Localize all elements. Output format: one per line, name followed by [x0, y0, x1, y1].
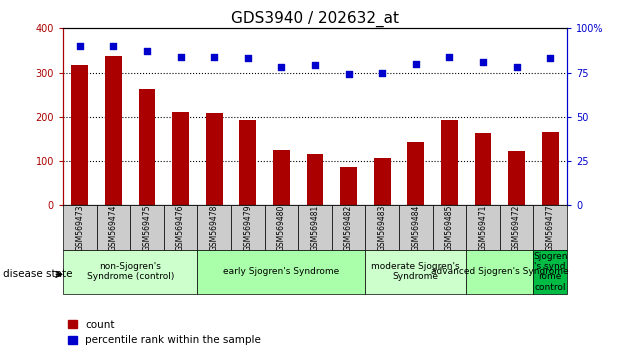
Text: GSM569485: GSM569485	[445, 204, 454, 251]
Bar	[399, 205, 433, 250]
Text: advanced Sjogren's Syndrome: advanced Sjogren's Syndrome	[431, 267, 569, 276]
Bar	[197, 205, 231, 250]
Bar	[466, 250, 534, 294]
Text: moderate Sjogren's
Syndrome: moderate Sjogren's Syndrome	[372, 262, 460, 281]
Bar	[542, 132, 559, 205]
Title: GDS3940 / 202632_at: GDS3940 / 202632_at	[231, 11, 399, 27]
Bar	[365, 250, 466, 294]
Text: GSM569472: GSM569472	[512, 204, 521, 251]
Bar	[105, 56, 122, 205]
Bar	[365, 205, 399, 250]
Bar	[130, 205, 164, 250]
Bar	[63, 205, 96, 250]
Bar	[197, 250, 365, 294]
Text: GSM569471: GSM569471	[479, 204, 488, 251]
Bar	[164, 205, 197, 250]
Bar	[441, 120, 458, 205]
Bar	[466, 205, 500, 250]
Bar	[265, 205, 298, 250]
Bar	[534, 250, 567, 294]
Bar	[433, 205, 466, 250]
Bar	[408, 143, 424, 205]
Text: GSM569476: GSM569476	[176, 204, 185, 251]
Text: GSM569480: GSM569480	[277, 204, 286, 251]
Bar	[96, 205, 130, 250]
Bar	[332, 205, 365, 250]
Bar	[508, 152, 525, 205]
Bar	[206, 113, 222, 205]
Bar	[139, 89, 156, 205]
Bar	[534, 205, 567, 250]
Bar	[474, 133, 491, 205]
Point	[310, 63, 320, 68]
Legend: count, percentile rank within the sample: count, percentile rank within the sample	[68, 320, 261, 345]
Point	[377, 70, 387, 75]
Text: GSM569475: GSM569475	[142, 204, 151, 251]
Point	[243, 56, 253, 61]
Text: GSM569477: GSM569477	[546, 204, 554, 251]
Text: GSM569481: GSM569481	[311, 204, 319, 251]
Text: GSM569479: GSM569479	[243, 204, 252, 251]
Text: GSM569483: GSM569483	[378, 204, 387, 251]
Bar	[172, 113, 189, 205]
Point	[176, 54, 186, 59]
Point	[545, 56, 555, 61]
Bar	[231, 205, 265, 250]
Text: Sjogren
's synd
rome
control: Sjogren 's synd rome control	[533, 252, 568, 292]
Point	[75, 43, 85, 49]
Text: non-Sjogren's
Syndrome (control): non-Sjogren's Syndrome (control)	[86, 262, 174, 281]
Point	[108, 43, 118, 49]
Bar	[374, 158, 391, 205]
Text: early Sjogren's Syndrome: early Sjogren's Syndrome	[223, 267, 340, 276]
Point	[411, 61, 421, 67]
Bar	[307, 154, 323, 205]
Point	[512, 64, 522, 70]
Text: disease state: disease state	[3, 269, 72, 279]
Point	[142, 48, 152, 54]
Bar	[298, 205, 332, 250]
Point	[478, 59, 488, 65]
Point	[209, 54, 219, 59]
Text: GSM569474: GSM569474	[109, 204, 118, 251]
Bar	[71, 65, 88, 205]
Bar	[273, 149, 290, 205]
Text: GSM569478: GSM569478	[210, 204, 219, 251]
Text: GSM569473: GSM569473	[76, 204, 84, 251]
Text: GSM569482: GSM569482	[344, 204, 353, 251]
Point	[444, 54, 454, 59]
Point	[343, 72, 353, 77]
Bar	[500, 205, 534, 250]
Point	[277, 64, 287, 70]
Bar	[63, 250, 197, 294]
Bar	[340, 167, 357, 205]
Text: GSM569484: GSM569484	[411, 204, 420, 251]
Bar	[239, 120, 256, 205]
